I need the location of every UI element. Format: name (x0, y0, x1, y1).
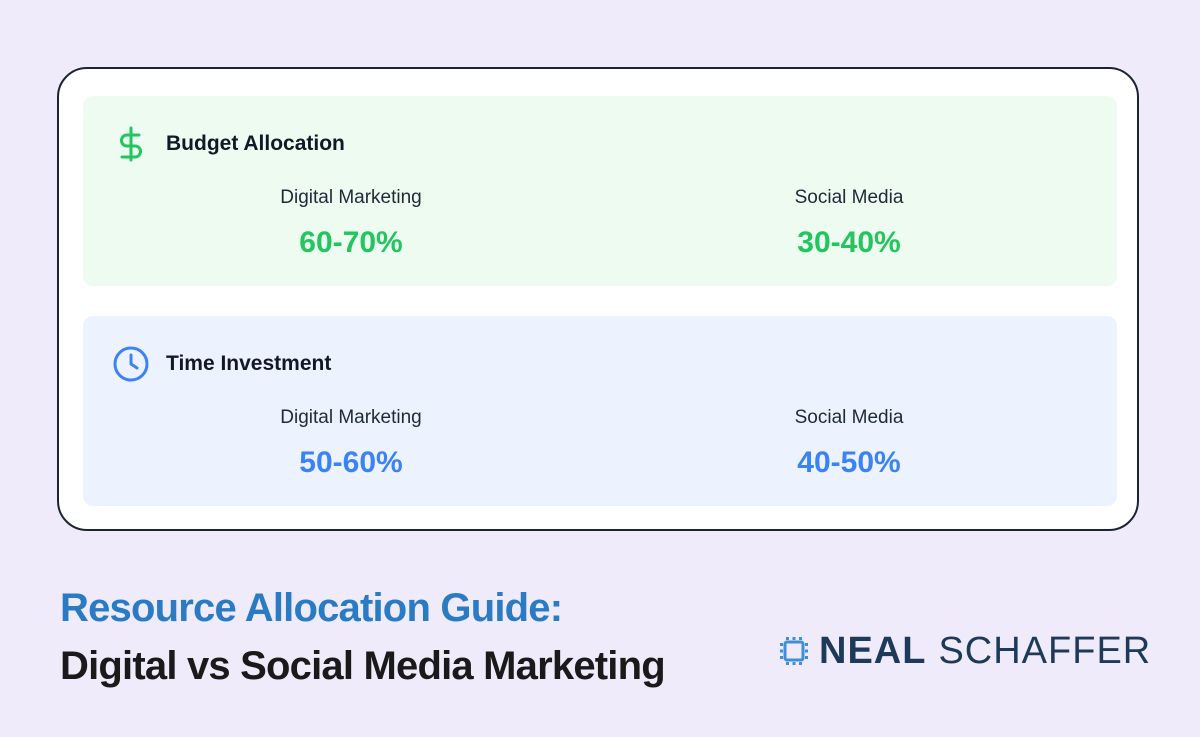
brand-logo: NEAL SCHAFFER (777, 628, 1151, 674)
time-social-value: 40-50% (797, 446, 901, 479)
page-title: Resource Allocation Guide: Digital vs So… (60, 584, 666, 690)
clock-icon (113, 346, 149, 382)
page-title-line2: Digital vs Social Media Marketing (60, 644, 666, 688)
logo-word-neal: NEAL (819, 629, 927, 672)
chip-logo-icon (780, 637, 808, 665)
time-digital-value: 50-60% (299, 446, 403, 479)
time-digital-label: Digital Marketing (280, 407, 422, 428)
budget-allocation-title: Budget Allocation (166, 132, 345, 155)
time-social-label: Social Media (794, 407, 904, 428)
time-digital-metric: Digital Marketing 50-60% (221, 406, 481, 481)
dollar-sign-icon (120, 126, 142, 162)
budget-digital-label: Digital Marketing (280, 187, 422, 208)
allocation-card: Budget Allocation Digital Marketing 60-7… (57, 67, 1139, 531)
page-title-line1: Resource Allocation Guide: (60, 586, 563, 630)
budget-social-label: Social Media (794, 187, 904, 208)
budget-allocation-panel: Budget Allocation Digital Marketing 60-7… (83, 96, 1117, 286)
logo-word-schaffer: SCHAFFER (938, 629, 1152, 672)
budget-digital-metric: Digital Marketing 60-70% (221, 186, 481, 261)
budget-social-value: 30-40% (797, 226, 901, 259)
budget-digital-value: 60-70% (299, 226, 403, 259)
time-investment-panel: Time Investment Digital Marketing 50-60%… (83, 316, 1117, 506)
time-social-metric: Social Media 40-50% (719, 406, 979, 481)
budget-social-metric: Social Media 30-40% (719, 186, 979, 261)
time-investment-title: Time Investment (166, 352, 332, 375)
